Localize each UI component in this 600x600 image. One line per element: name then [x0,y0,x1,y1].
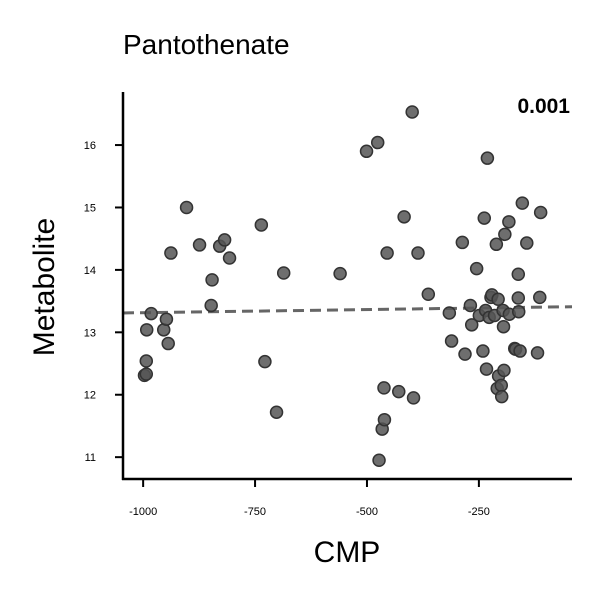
data-point [159,312,174,326]
data-point [269,405,284,419]
data-point [192,238,207,252]
data-point [480,151,495,165]
data-point [511,267,526,282]
data-point [380,246,394,260]
x-tick-label: -250 [468,506,490,518]
data-point [372,453,386,468]
data-point [179,200,194,215]
y-tick-label: 13 [84,327,96,339]
chart-title: Pantothenate [123,29,290,60]
x-ticks: -1000 -750 -500 -250 [129,479,490,518]
data-point [489,237,504,252]
data-point [405,105,419,119]
data-point [533,290,547,305]
data-point [217,233,232,247]
data-point [442,306,457,320]
data-point [511,291,526,305]
data-point [139,323,154,337]
data-point [444,334,459,348]
data-point [515,196,530,210]
y-axis-title: Metabolite [28,218,61,356]
data-point [496,319,511,334]
data-point [491,292,505,306]
data-point [502,215,516,229]
y-tick-label: 12 [84,390,96,402]
y-tick-label: 16 [84,140,96,152]
y-ticks: 11 12 13 14 15 16 [84,140,123,464]
data-points-layer [137,105,548,468]
data-point [359,144,374,159]
data-point [513,344,527,358]
data-point [392,384,406,399]
data-point [333,266,347,281]
x-tick-label: -1000 [129,506,157,518]
data-point [276,266,291,280]
y-tick-label: 15 [84,202,96,214]
data-point [458,347,472,361]
data-point [494,378,509,393]
data-point [463,298,478,313]
data-point [464,318,479,332]
data-point [205,273,219,287]
data-point [254,218,269,232]
y-tick-label: 14 [84,265,96,277]
data-point [497,363,511,378]
data-point [204,298,218,313]
data-point [476,344,490,358]
x-tick-label: -500 [356,506,378,518]
data-point [479,362,494,376]
x-axis-title: CMP [314,536,381,569]
data-point [377,381,391,395]
data-point [455,235,470,250]
data-point [144,306,158,321]
x-tick-label: -750 [244,506,266,518]
y-tick-label: 11 [85,452,96,464]
data-point [411,246,425,260]
data-point [477,211,492,225]
data-point [397,210,411,224]
data-point [498,227,512,242]
data-point [161,336,175,351]
correlation-annotation: 0.001 [517,95,570,118]
data-point [494,389,509,404]
data-point [469,261,484,276]
data-point [222,251,237,265]
data-point [370,135,385,150]
data-point [511,304,526,319]
data-point [530,346,545,360]
data-point [139,354,154,368]
data-point [139,367,154,381]
data-point [406,391,421,405]
data-point [533,205,548,220]
data-point [164,246,178,260]
data-point [258,354,272,369]
data-point [520,236,534,250]
data-point [421,287,436,301]
data-point [377,412,392,427]
